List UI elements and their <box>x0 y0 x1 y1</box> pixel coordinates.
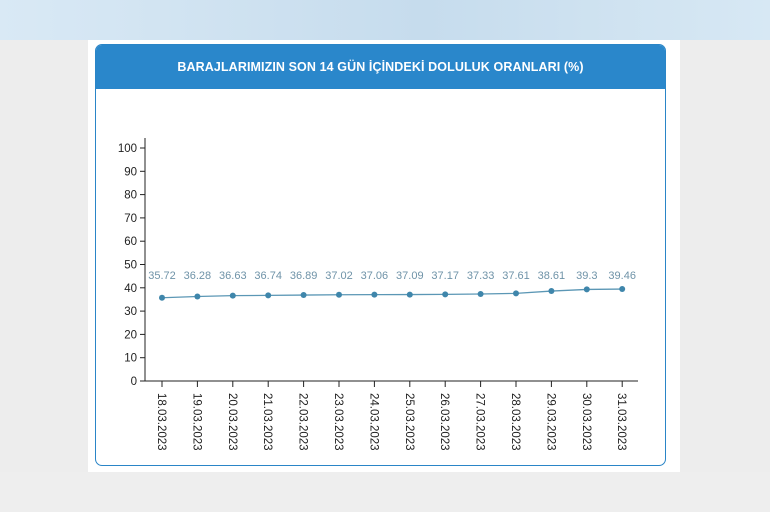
data-point <box>300 292 307 299</box>
data-point <box>513 290 519 297</box>
y-tick-label: 70 <box>124 213 137 225</box>
x-tick-label: 29.03.2023 <box>544 393 556 451</box>
x-tick-label: 24.03.2023 <box>367 393 379 451</box>
data-label: 39.46 <box>608 270 636 282</box>
data-point <box>229 292 236 299</box>
data-points <box>159 286 626 301</box>
data-label: 37.02 <box>325 270 353 282</box>
chart-card: BARAJLARIMIZIN SON 14 GÜN İÇİNDEKİ DOLUL… <box>95 44 666 466</box>
y-tick-label: 90 <box>124 166 137 178</box>
data-point <box>371 291 378 298</box>
x-tick-label: 19.03.2023 <box>190 393 202 451</box>
x-tick-label: 25.03.2023 <box>403 393 415 451</box>
top-background-band <box>0 0 770 40</box>
y-tick-label: 30 <box>124 306 137 318</box>
data-point <box>406 291 413 298</box>
x-tick-label: 31.03.2023 <box>615 393 627 451</box>
data-point <box>583 286 590 293</box>
x-tick-label: 20.03.2023 <box>226 393 238 451</box>
data-label: 38.61 <box>538 270 566 282</box>
x-tick-label: 23.03.2023 <box>332 393 344 451</box>
data-point <box>477 291 484 298</box>
y-tick-label: 50 <box>124 260 137 272</box>
y-tick-label: 20 <box>124 329 137 341</box>
y-tick-label: 0 <box>131 376 137 388</box>
data-point <box>159 294 165 301</box>
data-label: 37.61 <box>502 270 530 282</box>
x-tick-label: 30.03.2023 <box>580 393 592 451</box>
data-label: 37.06 <box>361 270 389 282</box>
data-label: 36.74 <box>254 270 282 282</box>
x-tick-label: 21.03.2023 <box>261 393 273 451</box>
series-line-group <box>161 288 623 299</box>
data-label: 35.72 <box>148 270 176 282</box>
data-label: 37.17 <box>431 270 459 282</box>
data-label: 36.89 <box>290 270 318 282</box>
y-tick-label: 40 <box>124 283 137 295</box>
chart-axes <box>144 138 638 382</box>
data-point <box>194 293 201 300</box>
y-tick-label: 80 <box>124 190 137 202</box>
data-point <box>548 288 555 295</box>
bottom-background-band <box>0 472 770 512</box>
y-tick-label: 100 <box>118 143 137 155</box>
y-axis-ticks: 0 10 20 30 40 50 60 70 80 90 100 <box>118 143 145 388</box>
data-point <box>265 292 272 299</box>
data-point <box>442 291 449 298</box>
x-tick-label: 27.03.2023 <box>474 393 486 451</box>
y-tick-label: 60 <box>124 236 137 248</box>
x-tick-label: 28.03.2023 <box>509 393 521 451</box>
data-label: 37.33 <box>467 270 495 282</box>
x-axis-ticks: 18.03.2023 19.03.2023 20.03.2023 21.03.2023… <box>155 381 627 451</box>
data-label: 39.3 <box>576 270 597 282</box>
data-point <box>619 286 626 293</box>
series-line <box>161 288 623 299</box>
y-tick-label: 10 <box>124 353 137 365</box>
x-tick-label: 26.03.2023 <box>438 393 450 451</box>
data-point <box>336 291 342 298</box>
x-tick-label: 22.03.2023 <box>297 393 309 451</box>
x-tick-label: 18.03.2023 <box>155 393 167 451</box>
chart-title: BARAJLARIMIZIN SON 14 GÜN İÇİNDEKİ DOLUL… <box>96 45 665 89</box>
data-labels: 35.72 36.28 36.63 36.74 36.89 37.02 37.06 37.09… <box>148 270 636 282</box>
data-label: 36.28 <box>184 270 212 282</box>
data-label: 36.63 <box>219 270 247 282</box>
data-label: 37.09 <box>396 270 424 282</box>
